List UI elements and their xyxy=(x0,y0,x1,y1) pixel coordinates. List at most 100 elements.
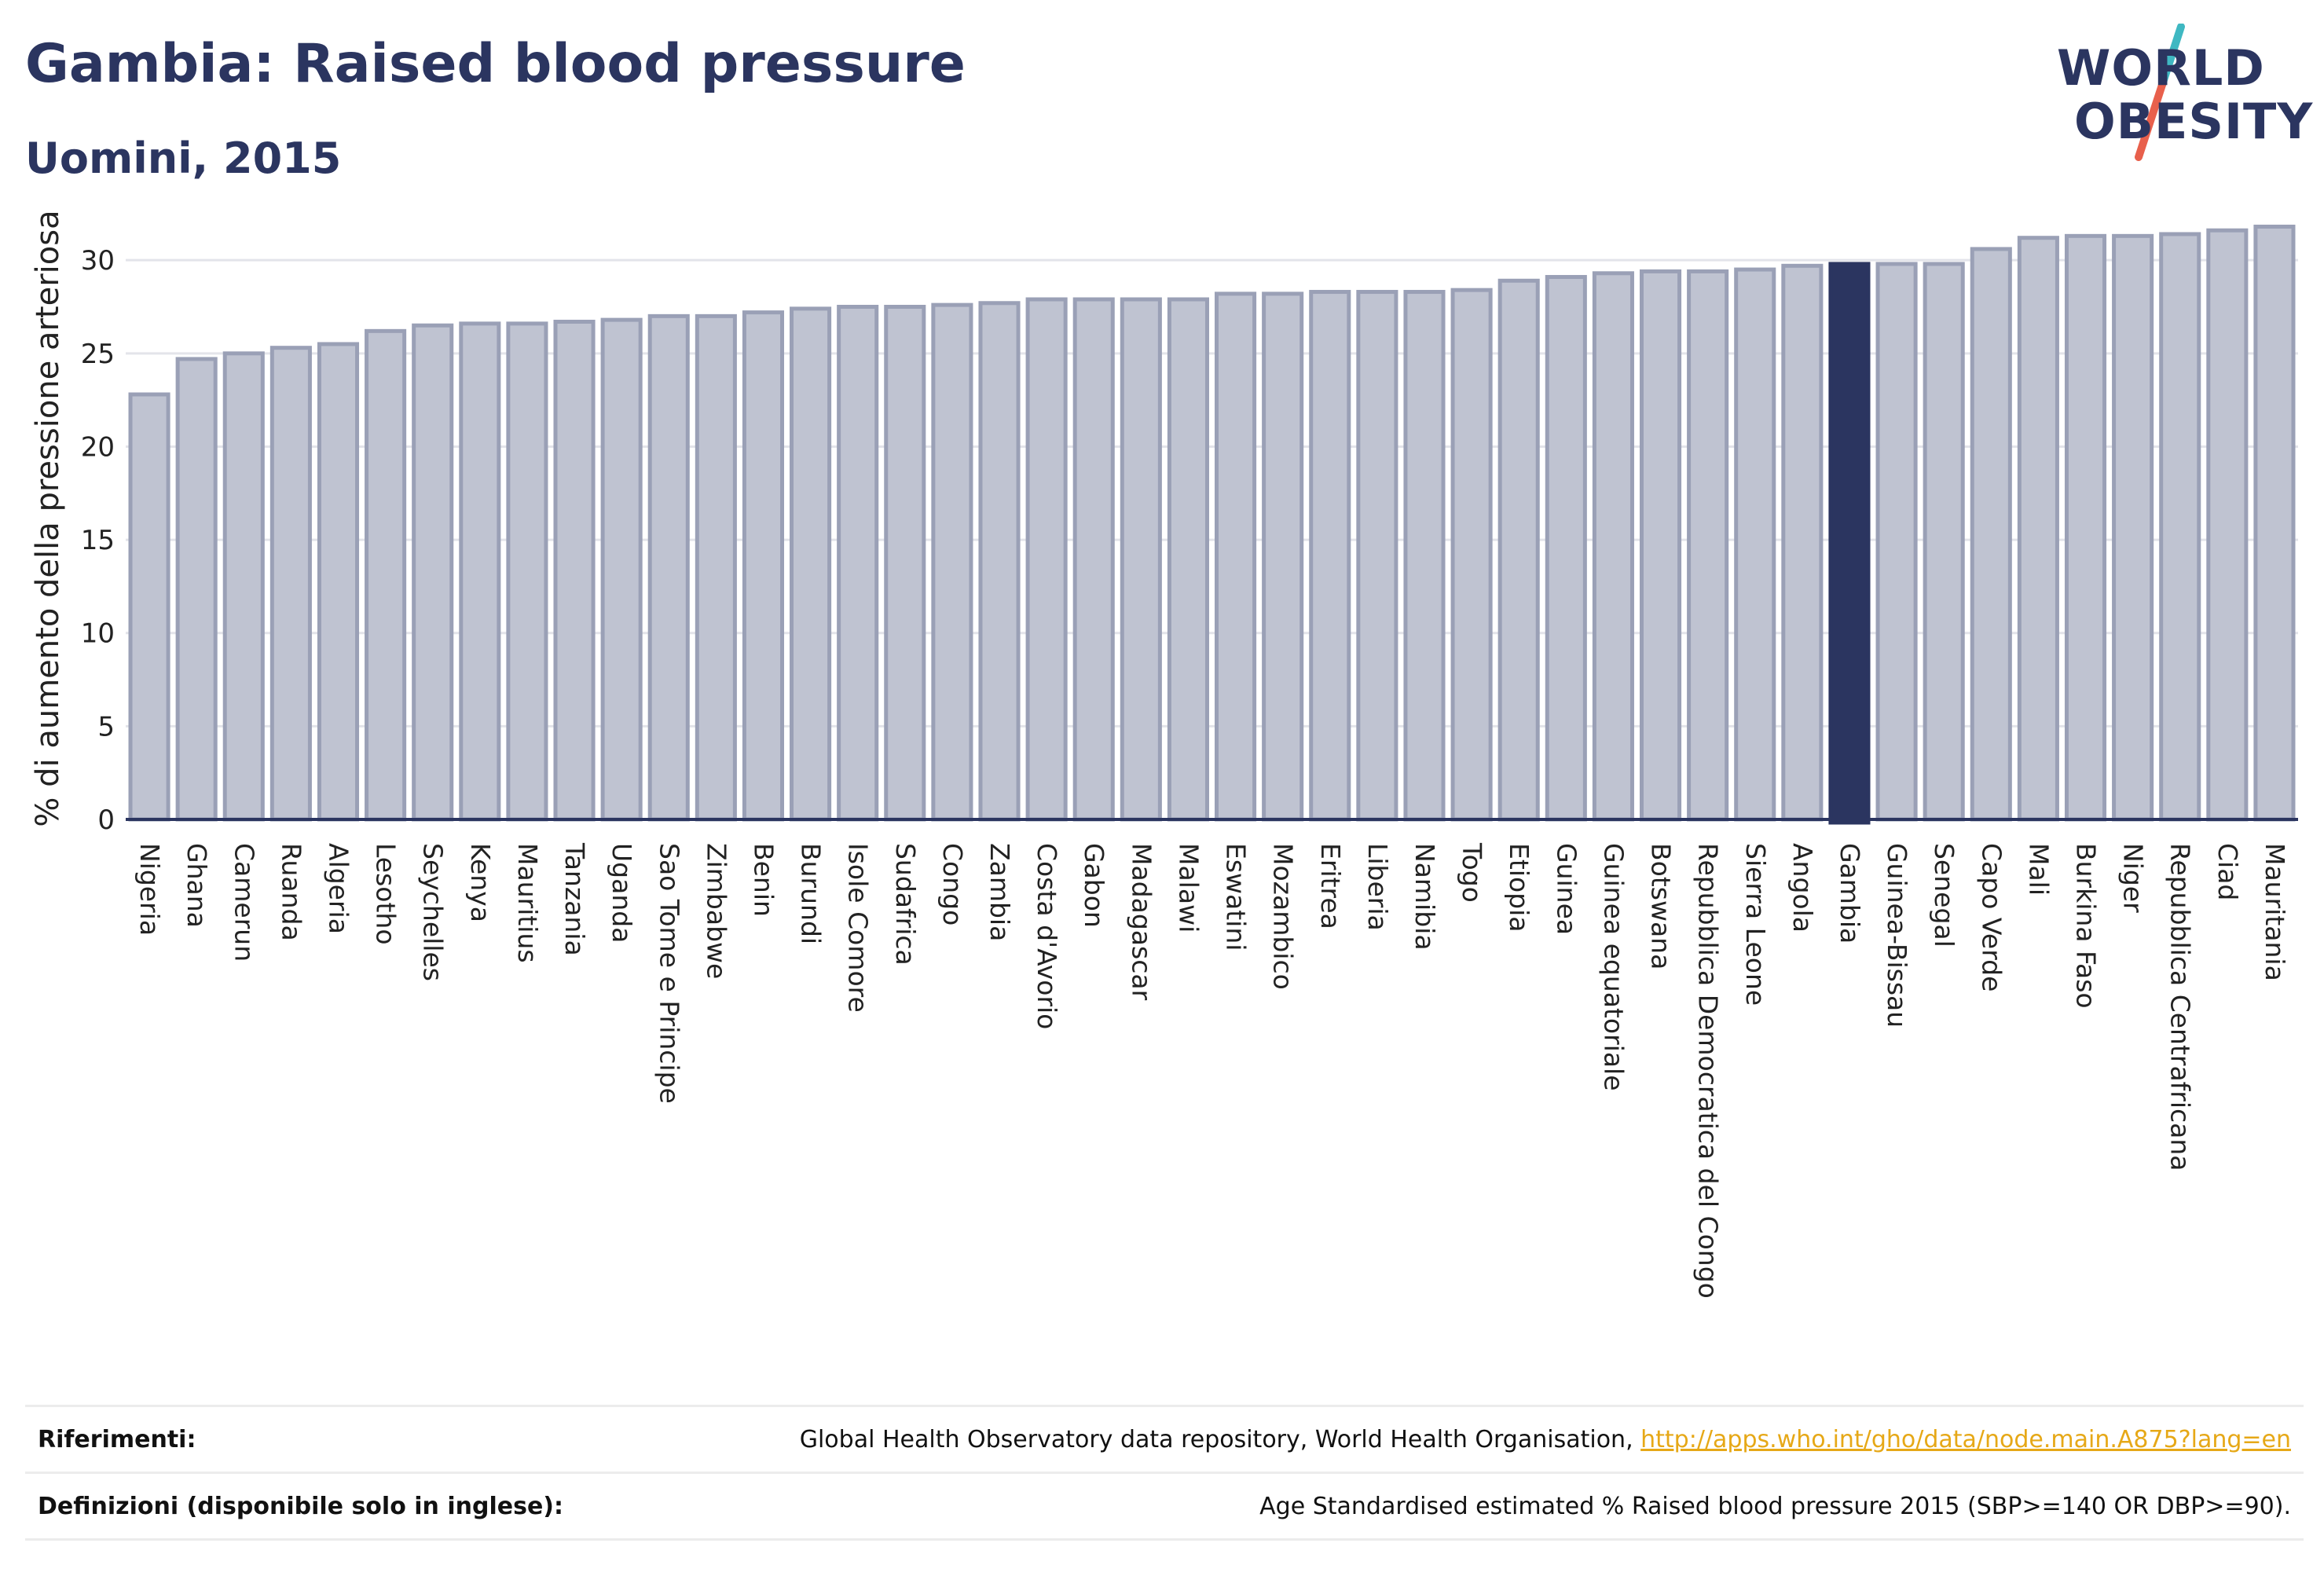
x-tick-label: Congo xyxy=(937,843,968,925)
bar-zambia[interactable] xyxy=(978,301,1021,822)
bar-guinea[interactable] xyxy=(1545,275,1587,822)
references-label: Riferimenti: xyxy=(38,1425,196,1453)
x-tick-label: Burkina Faso xyxy=(2071,843,2102,1009)
x-tick-label: Guinea xyxy=(1551,843,1582,935)
chart-title: Gambia: Raised blood pressure xyxy=(25,33,966,95)
bar-burkina-faso[interactable] xyxy=(2064,233,2107,822)
bar-guinea-equatoriale[interactable] xyxy=(1592,271,1634,822)
bar-repubblica-centrafricana[interactable] xyxy=(2159,232,2201,822)
bar-algeria[interactable] xyxy=(317,342,360,822)
bar-sudafrica[interactable] xyxy=(884,305,926,822)
axes: 0 5 10 15 20 25 30 Nigeria Ghana Camerun Ruanda Alg… xyxy=(81,245,2298,1299)
bar-mozambico[interactable] xyxy=(1262,291,1304,822)
bar-botswana[interactable] xyxy=(1639,269,1682,822)
bar-niger[interactable] xyxy=(2112,233,2154,822)
y-tick-label: 0 xyxy=(97,804,115,836)
x-tick-label: Sudafrica xyxy=(890,843,921,966)
bar-capo-verde[interactable] xyxy=(1970,247,2012,822)
bar-etiopia[interactable] xyxy=(1497,278,1540,822)
x-tick-label: Seychelles xyxy=(418,843,449,981)
x-tick-label: Gabon xyxy=(1079,843,1109,928)
x-tick-label: Ghana xyxy=(181,843,212,928)
bar-ghana[interactable] xyxy=(175,357,218,822)
x-tick-label: Repubblica Democratica del Congo xyxy=(1693,843,1724,1299)
x-tick-label: Kenya xyxy=(465,843,496,922)
bar-repubblica-democratica-del-congo[interactable] xyxy=(1687,269,1729,822)
bar-burundi[interactable] xyxy=(790,306,832,822)
x-tick-label: Zimbabwe xyxy=(701,843,731,979)
x-tick-label: Guinea equatoriale xyxy=(1598,843,1629,1091)
definitions-label: Definizioni (disponibile solo in inglese… xyxy=(38,1492,563,1520)
x-tick-label: Zambia xyxy=(984,843,1015,941)
references-text: Global Health Observatory data repositor… xyxy=(799,1425,1641,1453)
bar-eritrea[interactable] xyxy=(1309,290,1351,822)
bar-malawi[interactable] xyxy=(1167,297,1209,822)
x-tick-label: Mauritius xyxy=(512,843,543,963)
bar-benin[interactable] xyxy=(742,310,785,822)
bar-lesotho[interactable] xyxy=(365,328,407,822)
x-tick-label: Angola xyxy=(1787,843,1818,933)
x-tick-label: Repubblica Centrafricana xyxy=(2165,843,2196,1171)
x-tick-label: Uganda xyxy=(607,843,637,943)
footer-references-row: Riferimenti: Global Health Observatory d… xyxy=(25,1407,2304,1472)
bar-madagascar[interactable] xyxy=(1120,297,1162,822)
x-tick-label: Gambia xyxy=(1835,843,1865,944)
bar-isole-comore[interactable] xyxy=(837,305,879,822)
x-tick-label: Senegal xyxy=(1929,843,1959,947)
references-link[interactable]: http://apps.who.int/gho/data/node.main.A… xyxy=(1640,1425,2291,1453)
x-tick-label: Capo Verde xyxy=(1976,843,2007,991)
logo-word-obesity: OBESITY xyxy=(2074,93,2314,150)
footer-definitions-row: Definizioni (disponibile solo in inglese… xyxy=(25,1472,2304,1541)
x-tick-label: Namibia xyxy=(1409,843,1440,951)
bar-ciad[interactable] xyxy=(2206,228,2249,822)
bar-tanzania[interactable] xyxy=(553,319,596,822)
bar-kenya[interactable] xyxy=(459,321,501,822)
x-tick-label: Guinea-Bissau xyxy=(1882,843,1912,1028)
logo-slash-icon xyxy=(2135,24,2185,161)
bar-sierra-leone[interactable] xyxy=(1734,267,1776,822)
bar-namibia[interactable] xyxy=(1403,290,1446,822)
bar-uganda[interactable] xyxy=(600,317,643,822)
x-tick-label: Liberia xyxy=(1362,843,1393,931)
x-tick-label: Mauritania xyxy=(2260,843,2290,981)
x-tick-label: Nigeria xyxy=(134,843,165,936)
bar-eswatini[interactable] xyxy=(1215,291,1257,822)
logo-word-world: WORLD xyxy=(2057,39,2265,97)
x-tick-label: Algeria xyxy=(323,843,354,934)
x-tick-label: Togo xyxy=(1457,842,1487,903)
x-tick-label: Malawi xyxy=(1173,843,1204,933)
x-tick-label: Botswana xyxy=(1646,843,1677,969)
bar-congo[interactable] xyxy=(931,302,973,822)
x-tick-label: Costa d'Avorio xyxy=(1032,843,1062,1029)
x-tick-label: Niger xyxy=(2118,843,2149,913)
bar-gambia[interactable] xyxy=(1828,262,1871,825)
bar-camerun[interactable] xyxy=(222,351,265,822)
bar-zimbabwe[interactable] xyxy=(695,313,737,822)
x-tick-label: Camerun xyxy=(229,843,259,962)
bars xyxy=(128,224,2296,825)
x-tick-label: Sierra Leone xyxy=(1740,843,1771,1006)
bar-gabon[interactable] xyxy=(1072,297,1115,822)
bar-angola[interactable] xyxy=(1781,263,1824,822)
bar-mali[interactable] xyxy=(2017,236,2059,822)
world-obesity-logo: WORLD OBESITY xyxy=(2051,24,2314,165)
bar-ruanda[interactable] xyxy=(269,346,312,822)
chart-subtitle: Uomini, 2015 xyxy=(25,134,342,183)
x-tick-label: Eswatini xyxy=(1221,843,1252,951)
bar-sao-tome-e-principe[interactable] xyxy=(647,313,690,822)
references-value: Global Health Observatory data repositor… xyxy=(800,1426,2304,1453)
x-tick-label: Etiopia xyxy=(1504,843,1534,933)
bar-nigeria[interactable] xyxy=(128,392,170,822)
x-tick-label: Mozambico xyxy=(1268,843,1299,990)
x-tick-label: Mali xyxy=(2023,843,2054,896)
bar-guinea-bissau[interactable] xyxy=(1875,262,1918,822)
bar-senegal[interactable] xyxy=(1923,262,1965,822)
bar-liberia[interactable] xyxy=(1356,290,1398,822)
definitions-text: Age Standardised estimated % Raised bloo… xyxy=(1259,1492,2291,1520)
bar-costa-d-avorio[interactable] xyxy=(1025,297,1068,822)
bar-mauritania[interactable] xyxy=(2253,224,2296,822)
bar-seychelles[interactable] xyxy=(412,323,454,822)
x-tick-label: Burundi xyxy=(796,843,827,944)
bar-togo[interactable] xyxy=(1450,288,1493,822)
bar-mauritius[interactable] xyxy=(506,321,548,822)
